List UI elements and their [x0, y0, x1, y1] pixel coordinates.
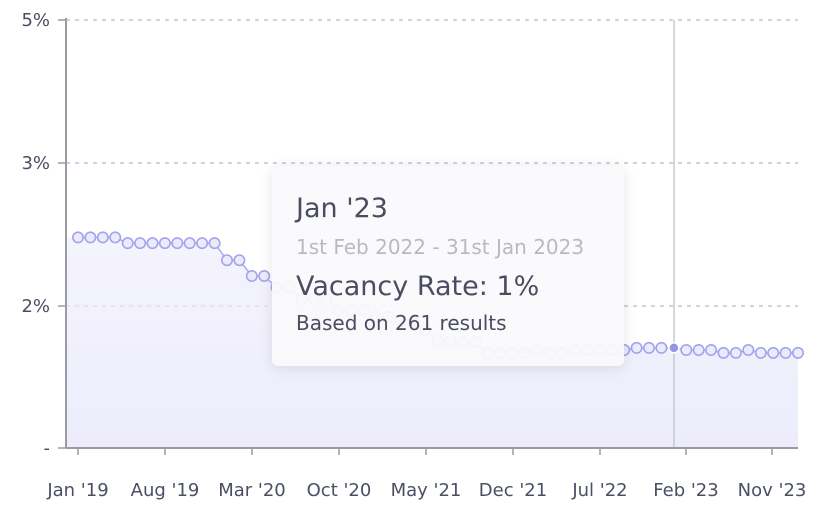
data-point	[109, 231, 122, 244]
data-point	[767, 346, 780, 359]
data-point	[183, 237, 196, 250]
data-point	[642, 341, 655, 354]
data-point	[717, 346, 730, 359]
chart-tooltip: Jan '23 1st Feb 2022 - 31st Jan 2023 Vac…	[272, 166, 624, 366]
y-tick-label: 5%	[21, 10, 50, 31]
y-tick-label: 3%	[21, 153, 50, 174]
data-point	[754, 346, 767, 359]
data-point	[208, 237, 221, 250]
data-point	[84, 231, 97, 244]
data-point	[791, 346, 804, 359]
x-tick-label: Dec '21	[479, 480, 547, 501]
data-point	[121, 237, 134, 250]
data-point-active	[668, 342, 680, 354]
data-point	[729, 346, 742, 359]
x-tick-label: Feb '23	[653, 480, 718, 501]
data-point	[742, 343, 755, 356]
data-point	[705, 343, 718, 356]
data-point	[72, 231, 85, 244]
data-point	[221, 254, 234, 267]
data-point	[630, 341, 643, 354]
data-point	[158, 237, 171, 250]
data-point	[655, 341, 668, 354]
data-point	[233, 254, 246, 267]
x-tick-label: Mar '20	[218, 480, 286, 501]
data-point	[96, 231, 109, 244]
x-tick-label: Nov '23	[738, 480, 807, 501]
axis-layer	[58, 18, 798, 455]
data-point	[680, 343, 693, 356]
x-tick-label: Jan '19	[46, 480, 108, 501]
data-point	[692, 343, 705, 356]
x-tick-label: Oct '20	[307, 480, 372, 501]
x-tick-label: Aug '19	[131, 480, 200, 501]
tooltip-value: Vacancy Rate: 1%	[296, 271, 540, 302]
data-point	[245, 269, 258, 282]
y-tick-label: -	[44, 438, 51, 459]
label-layer: 5% 3% 2% - Jan '19 Aug '19 Mar '20 Oct '20 May '…	[21, 10, 806, 501]
data-point	[258, 269, 271, 282]
tooltip-title: Jan '23	[296, 193, 388, 224]
data-point	[146, 237, 159, 250]
y-tick-label: 2%	[21, 296, 50, 317]
tooltip-date-range: 1st Feb 2022 - 31st Jan 2023	[296, 235, 585, 259]
data-point	[196, 237, 209, 250]
data-point	[779, 346, 792, 359]
tooltip-note: Based on 261 results	[296, 311, 507, 335]
x-tick-label: Jul '22	[571, 480, 627, 501]
data-point	[171, 237, 184, 250]
x-tick-label: May '21	[391, 480, 462, 501]
data-point	[134, 237, 147, 250]
